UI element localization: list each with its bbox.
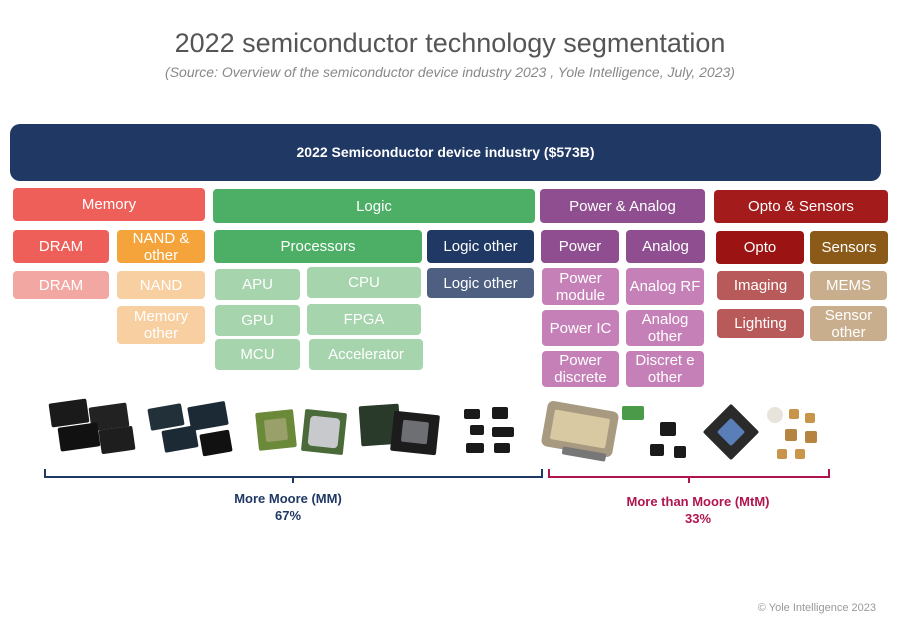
memory-other-segment: Memory other	[117, 306, 205, 344]
power-module-image	[540, 400, 620, 466]
mcu-segment: MCU	[215, 339, 300, 370]
opto-sensors-category: Opto & Sensors	[714, 190, 888, 223]
dram-chips-image	[45, 395, 136, 460]
dram-segment: DRAM	[13, 271, 109, 299]
more-than-moore-title: More than Moore (MtM)	[626, 494, 770, 509]
fpga-chips-image	[358, 403, 446, 458]
image-sensor-image	[702, 403, 760, 461]
nand-group: NAND & other	[117, 230, 205, 264]
power-analog-category: Power & Analog	[540, 189, 705, 223]
nand-chips-image	[147, 398, 235, 460]
sensor-other-segment: Sensor other	[810, 306, 887, 341]
more-than-moore-label: More than Moore (MtM) 33%	[588, 493, 808, 527]
leds-mems-image	[765, 405, 830, 465]
gpu-segment: GPU	[215, 305, 300, 336]
power-discrete-segment: Power discrete	[542, 351, 619, 387]
analog-other-segment: Analog other	[626, 310, 704, 346]
more-moore-label: More Moore (MM) 67%	[188, 490, 388, 524]
more-moore-share: 67%	[274, 508, 302, 523]
dram-group: DRAM	[13, 230, 109, 263]
logic-category: Logic	[213, 189, 535, 223]
imaging-segment: Imaging	[717, 271, 804, 300]
analog-group: Analog	[626, 230, 705, 263]
power-ic-segment: Power IC	[542, 310, 619, 346]
discrete-other-segment: Discret e other	[626, 351, 704, 387]
logic-other-segment: Logic other	[427, 268, 534, 298]
fpga-segment: FPGA	[307, 304, 421, 335]
power-group: Power	[541, 230, 619, 263]
analog-rf-segment: Analog RF	[626, 268, 704, 305]
analog-discrete-image	[620, 400, 695, 468]
logic-ic-chips-image	[462, 405, 522, 457]
cpu-segment: CPU	[307, 267, 421, 298]
mems-segment: MEMS	[810, 271, 887, 300]
memory-category: Memory	[13, 188, 205, 221]
power-module-segment: Power module	[542, 268, 619, 305]
processors-group: Processors	[214, 230, 422, 263]
copyright: © Yole Intelligence 2023	[757, 602, 876, 614]
source-note: (Source: Overview of the semiconductor d…	[165, 64, 735, 80]
page-title: 2022 semiconductor technology segmentati…	[174, 28, 726, 58]
nand-segment: NAND	[117, 271, 205, 299]
sensors-group: Sensors	[810, 231, 888, 264]
opto-group: Opto	[716, 231, 804, 264]
logic-other-group: Logic other	[427, 230, 534, 263]
more-than-moore-share: 33%	[684, 511, 712, 526]
processor-chips-image	[255, 405, 350, 460]
accelerator-segment: Accelerator	[309, 339, 423, 370]
more-moore-title: More Moore (MM)	[234, 491, 342, 506]
lighting-segment: Lighting	[717, 309, 804, 338]
apu-segment: APU	[215, 269, 300, 300]
industry-banner: 2022 Semiconductor device industry ($573…	[10, 124, 881, 181]
